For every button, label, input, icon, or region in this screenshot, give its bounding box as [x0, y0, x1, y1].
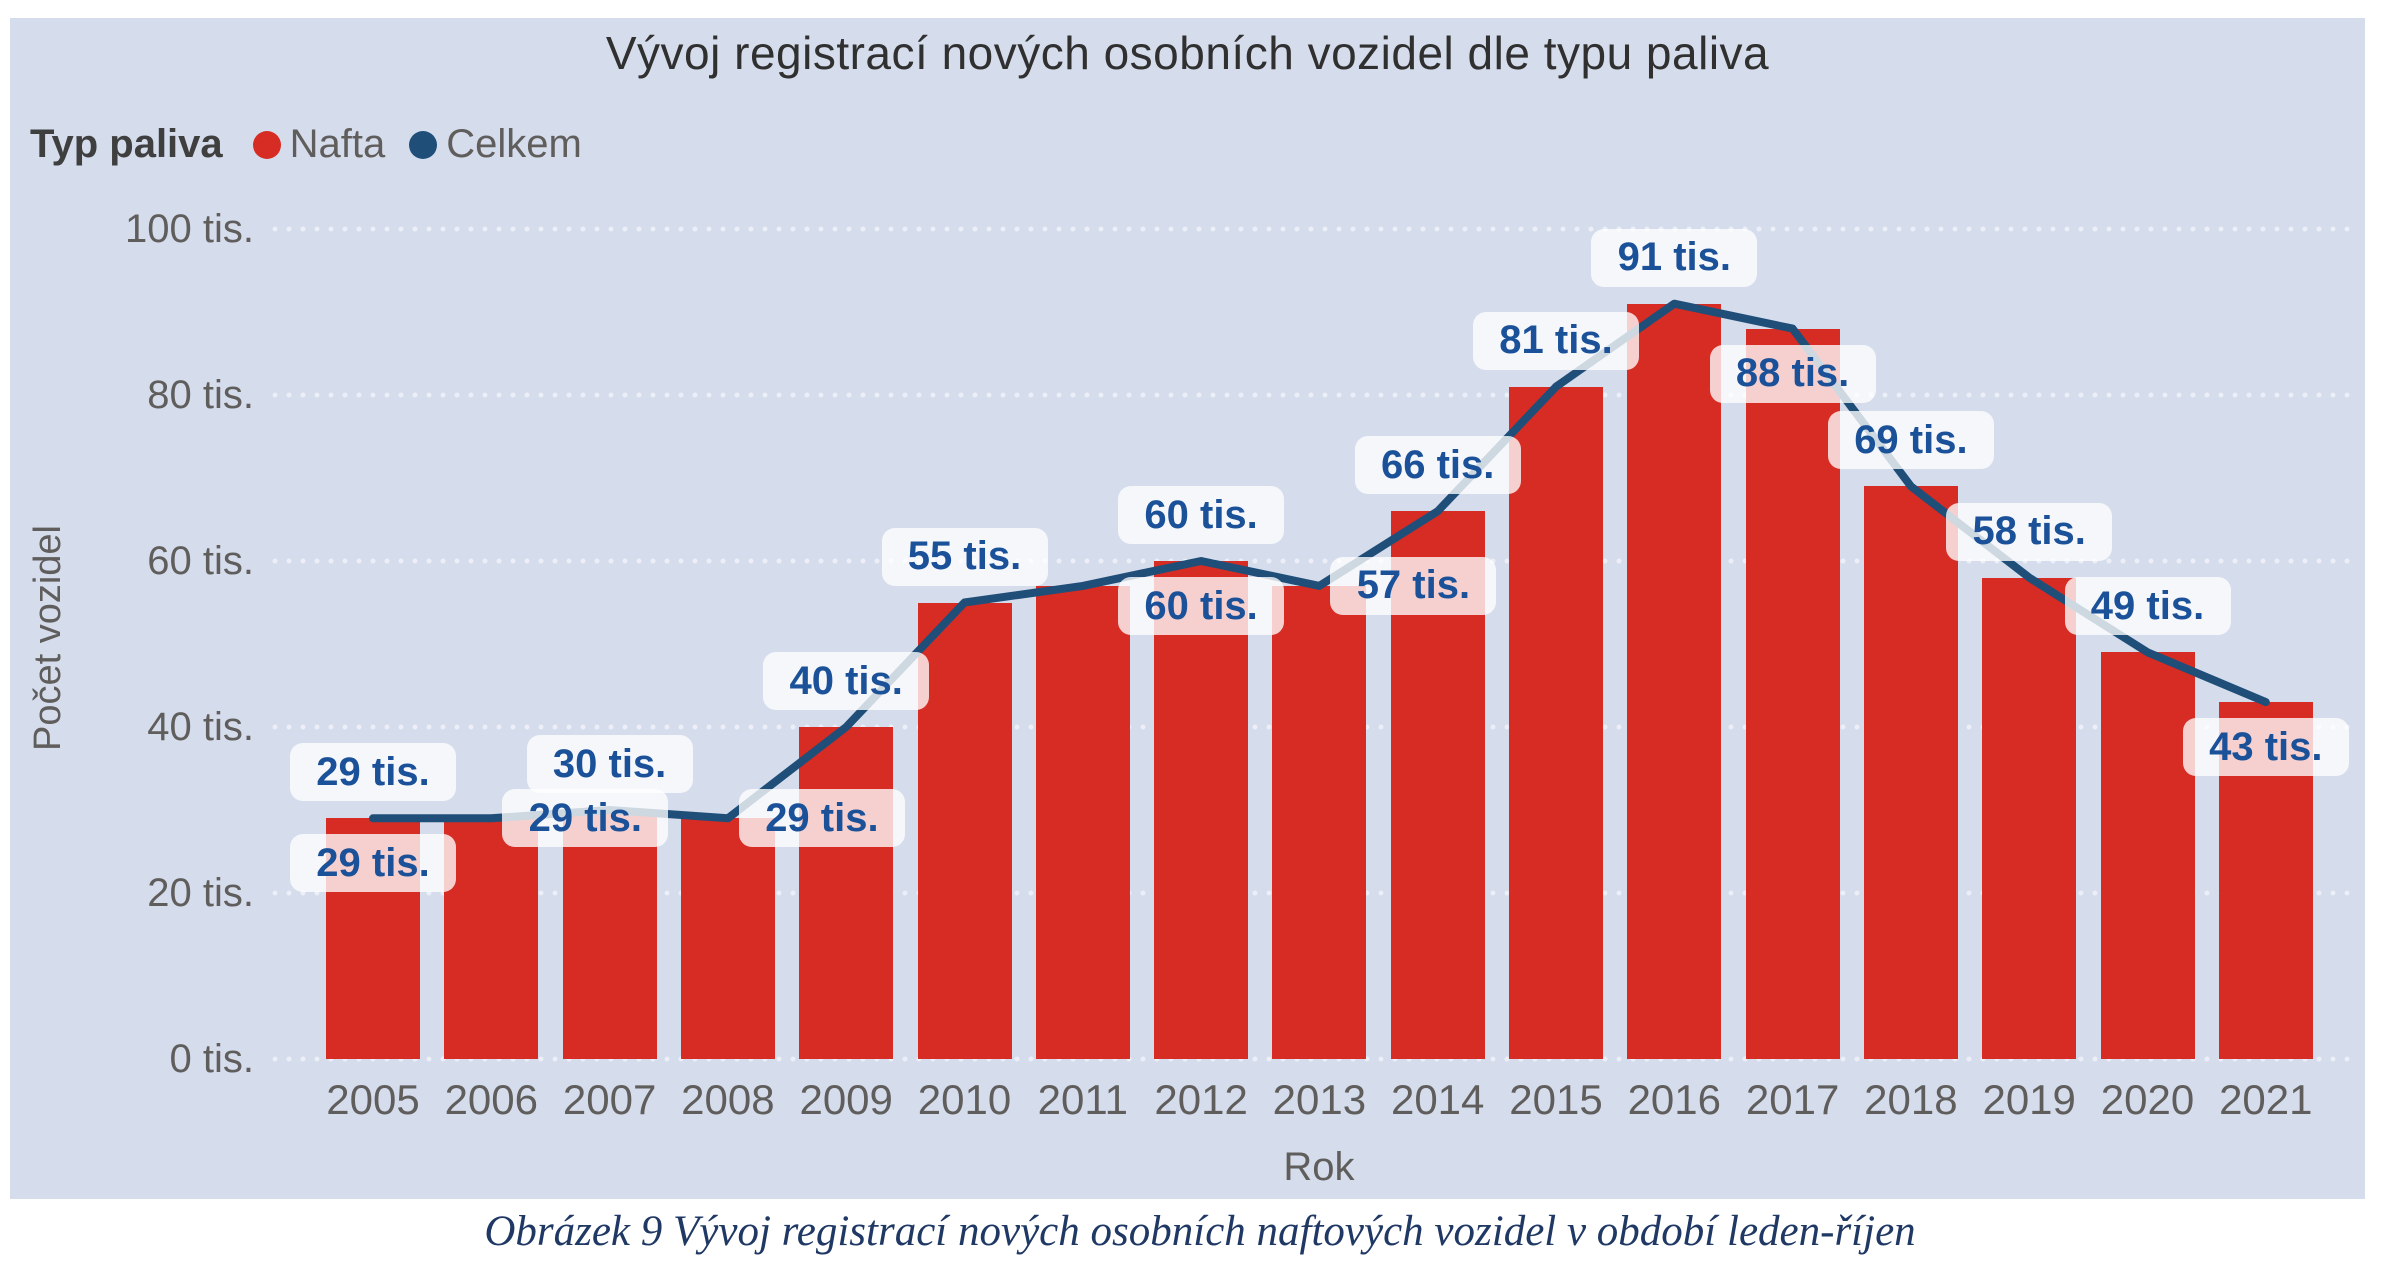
x-tick-2019: 2019 — [1982, 1076, 2076, 1123]
bar-2009[interactable] — [799, 727, 894, 1059]
data-label-2010-above: 55 tis. — [881, 527, 1048, 586]
gridline-0 — [272, 1056, 2353, 1062]
figure-caption: Obrázek 9 Vývoj registrací nových osobní… — [484, 1208, 1916, 1255]
legend-item-label: Celkem — [446, 122, 582, 166]
y-tick-100: 100 tis. — [125, 207, 254, 251]
bar-2007[interactable] — [562, 810, 657, 1059]
gridline-80 — [272, 392, 2353, 398]
legend-item-nafta[interactable]: Nafta — [252, 122, 386, 167]
data-label-2015-above: 81 tis. — [1473, 311, 1639, 370]
data-label-2019-above: 58 tis. — [1946, 502, 2113, 561]
x-tick-2010: 2010 — [917, 1076, 1012, 1123]
x-tick-2007: 2007 — [562, 1076, 657, 1123]
x-tick-2018: 2018 — [1864, 1076, 1958, 1123]
gridline-100 — [272, 226, 2353, 232]
bar-2016[interactable] — [1627, 303, 1722, 1059]
x-tick-2013: 2013 — [1272, 1076, 1367, 1123]
data-label-2012-above: 60 tis. — [1118, 486, 1285, 544]
x-tick-2009: 2009 — [799, 1076, 893, 1123]
data-label-2009-above: 40 tis. — [763, 652, 930, 710]
data-label-2008-right: 29 tis. — [738, 789, 905, 848]
y-tick-80: 80 tis. — [147, 373, 254, 417]
data-label-2017-below: 88 tis. — [1709, 344, 1876, 403]
bar-2018[interactable] — [1863, 486, 1958, 1059]
bar-2020[interactable] — [2100, 652, 2195, 1059]
x-axis-title: Rok — [1283, 1145, 1355, 1189]
chart-title: Vývoj registrací nových osobních vozidel… — [605, 27, 1770, 79]
data-label-2005-below: 29 tis. — [290, 834, 456, 893]
bar-2006[interactable] — [444, 818, 539, 1059]
data-label-2014-above: 66 tis. — [1354, 436, 1521, 495]
x-tick-2014: 2014 — [1390, 1076, 1485, 1123]
bar-2017[interactable] — [1745, 328, 1840, 1059]
y-tick-40: 40 tis. — [147, 705, 254, 749]
x-tick-2015: 2015 — [1509, 1076, 1603, 1123]
bar-2010[interactable] — [917, 602, 1012, 1059]
nafta-marker-icon — [252, 130, 281, 159]
data-label-2021-below: 43 tis. — [2182, 718, 2349, 777]
celkem-marker-icon — [409, 130, 438, 159]
legend: Typ paliva Nafta Celkem — [30, 122, 606, 167]
data-label-2020-above: 49 tis. — [2064, 577, 2231, 636]
bar-2011[interactable] — [1035, 585, 1130, 1059]
x-tick-2020: 2020 — [2100, 1076, 2195, 1123]
x-tick-2021: 2021 — [2219, 1076, 2313, 1123]
y-tick-0: 0 tis. — [169, 1037, 254, 1081]
data-label-2007-above: 30 tis. — [526, 735, 693, 793]
x-tick-2011: 2011 — [1037, 1076, 1128, 1123]
legend-title: Typ paliva — [30, 122, 223, 166]
bar-2019[interactable] — [1982, 577, 2077, 1059]
data-label-2006-right: 29 tis. — [502, 789, 669, 848]
data-label-2012-below: 60 tis. — [1118, 577, 1285, 635]
data-label-2016-above: 91 tis. — [1591, 228, 1758, 287]
x-tick-2012: 2012 — [1154, 1076, 1248, 1123]
x-tick-2006: 2006 — [444, 1076, 539, 1123]
data-label-2013-right: 57 tis. — [1330, 556, 1497, 615]
bar-2013[interactable] — [1272, 585, 1367, 1059]
x-tick-2005: 2005 — [326, 1076, 420, 1123]
y-tick-20: 20 tis. — [147, 871, 254, 915]
data-label-2005-above: 29 tis. — [290, 743, 456, 802]
legend-item-celkem[interactable]: Celkem — [409, 122, 582, 167]
data-label-2018-above: 69 tis. — [1827, 411, 1994, 470]
y-tick-60: 60 tis. — [147, 539, 254, 583]
bar-2012[interactable] — [1154, 561, 1249, 1059]
legend-item-label: Nafta — [289, 122, 386, 166]
x-tick-2016: 2016 — [1627, 1076, 1722, 1123]
x-tick-2017: 2017 — [1745, 1076, 1840, 1123]
x-tick-2008: 2008 — [681, 1076, 775, 1123]
bar-2008[interactable] — [680, 818, 775, 1059]
bar-2015[interactable] — [1509, 386, 1603, 1059]
